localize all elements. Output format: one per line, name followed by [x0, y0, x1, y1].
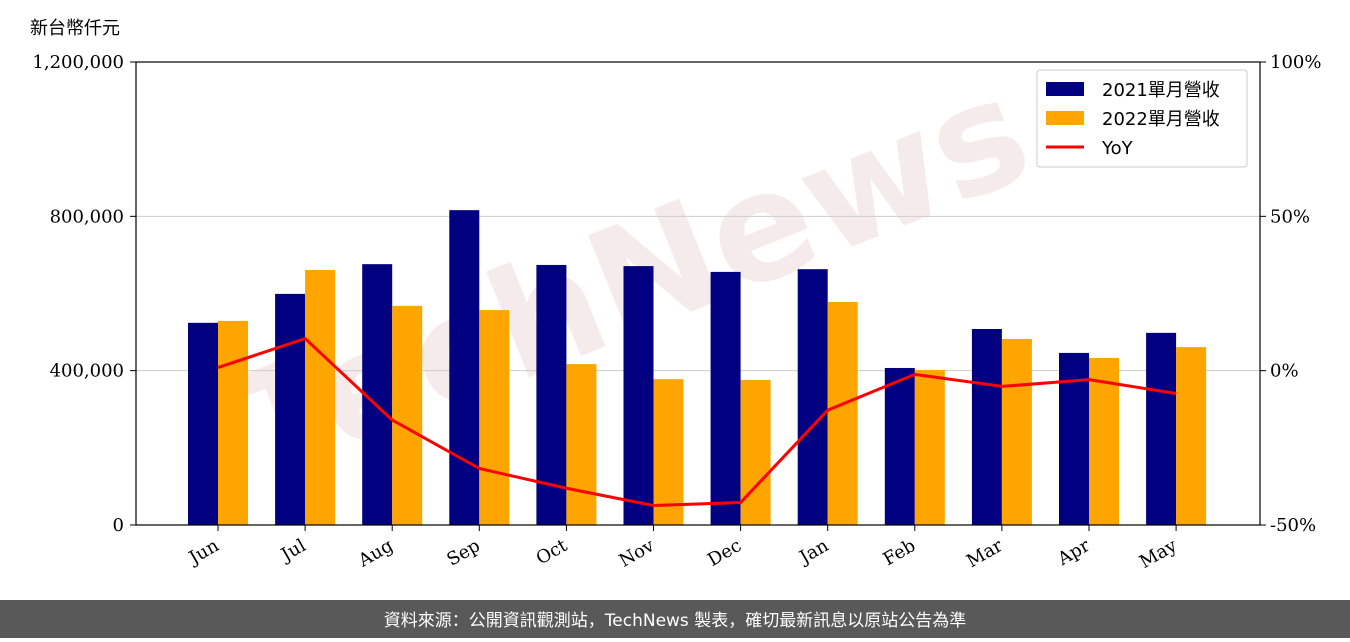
x-tick-label: Apr [1053, 535, 1093, 570]
bar [392, 305, 423, 525]
y2-tick-label: -50% [1270, 515, 1316, 536]
bar [305, 269, 336, 525]
x-tick-label: Aug [354, 535, 397, 572]
y2-tick-label: 50% [1270, 206, 1310, 227]
bar [914, 369, 945, 525]
x-tick-label: Oct [533, 535, 572, 570]
y2-tick-label: 100% [1270, 52, 1321, 73]
legend-swatch [1046, 82, 1084, 96]
legend-box [1036, 69, 1248, 168]
bar [1146, 332, 1177, 525]
bar [275, 293, 306, 525]
bar [566, 364, 597, 525]
bar [188, 322, 218, 525]
bar [479, 310, 510, 525]
bar [362, 264, 393, 525]
plot-frame [135, 61, 1261, 526]
bar [1089, 357, 1119, 525]
legend-label: 2021單月營收 [1102, 80, 1220, 101]
bar [827, 301, 858, 525]
x-tick-label: Jul [276, 535, 310, 567]
y2-tick-label: 0% [1270, 361, 1299, 382]
footer: 資料來源：公開資訊觀測站，TechNews 製表，確切最新訊息以原站公告為準 [384, 611, 966, 631]
line [217, 336, 1177, 508]
y-tick-label: 1,200,000 [32, 52, 124, 73]
bar [623, 266, 654, 525]
legend-label: 2022單月營收 [1102, 109, 1220, 130]
x-tick-label: Nov [616, 535, 659, 572]
x-tick-label: Jan [794, 535, 832, 569]
bar [1176, 347, 1207, 525]
x-tick-label: Feb [880, 535, 920, 570]
bar [653, 379, 684, 525]
legend-swatch [1046, 111, 1084, 125]
bar [218, 320, 248, 525]
x-tick-label: Dec [704, 535, 745, 571]
bar [884, 367, 915, 525]
y-axis-title: 新台幣仟元 [30, 18, 120, 39]
bar [1001, 339, 1032, 525]
x-tick-label: Sep [443, 535, 483, 570]
bar [740, 379, 771, 525]
legend-label: YoY [1101, 138, 1134, 159]
footer-band [0, 600, 1350, 638]
bar [797, 269, 828, 525]
x-tick-label: Jun [184, 535, 223, 570]
bar [710, 271, 741, 525]
y-tick-label: 0 [113, 515, 124, 536]
bar [449, 210, 480, 525]
x-tick-label: May [1136, 535, 1181, 573]
y-tick-label: 400,000 [50, 361, 124, 382]
bar [971, 328, 1002, 525]
y-tick-label: 800,000 [50, 206, 124, 227]
x-tick-label: Mar [963, 535, 1007, 572]
